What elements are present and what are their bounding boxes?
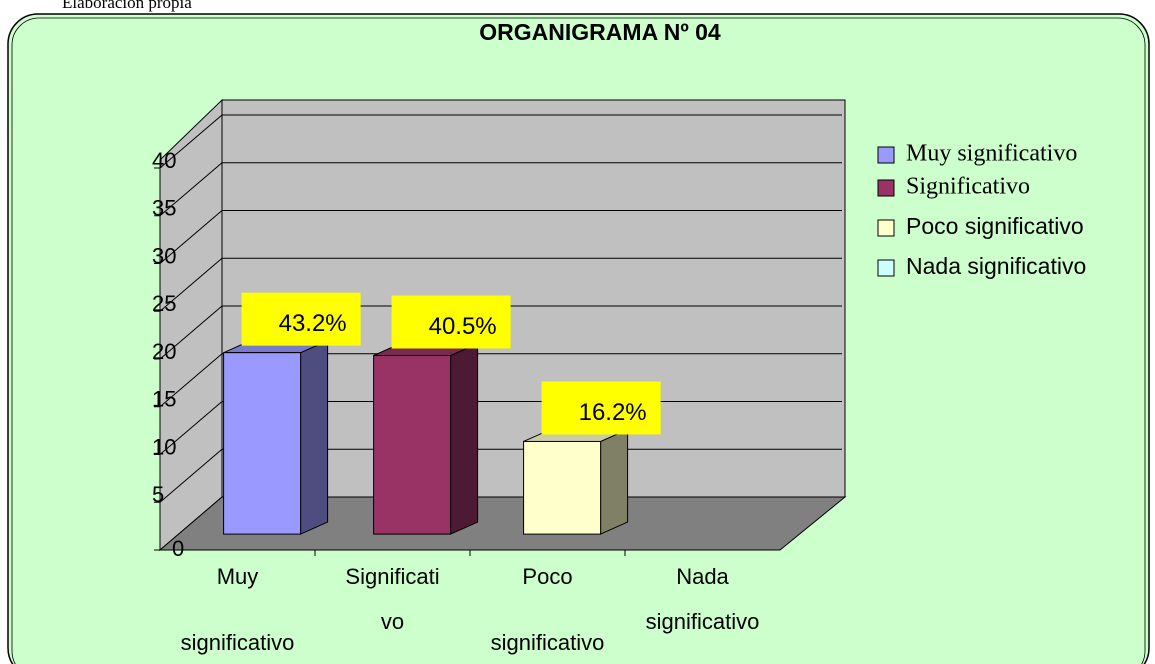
y-tick-label: 20 xyxy=(152,339,176,364)
data-label-box xyxy=(241,292,361,346)
legend-label: Poco significativo xyxy=(906,213,1084,239)
x-tick-label: Poco significativo xyxy=(491,564,605,655)
y-tick-label: 40 xyxy=(152,148,176,173)
data-label-box xyxy=(541,381,661,435)
y-tick-label: 35 xyxy=(152,196,176,221)
x-tick-label-line: Nada xyxy=(676,564,729,589)
bar-side xyxy=(300,339,329,535)
data-label: 16.2% xyxy=(579,399,647,426)
chart-area-inner xyxy=(11,17,1146,664)
bar xyxy=(373,355,452,535)
x-tick-label-line: Poco xyxy=(522,564,572,589)
legend-swatch xyxy=(877,179,895,197)
y-tick-label: 5 xyxy=(152,482,164,507)
data-label: 43.2% xyxy=(279,310,347,337)
legend-swatch xyxy=(877,146,895,164)
legend-label: Nada significativo xyxy=(906,253,1086,279)
x-tick-label-line: Muy xyxy=(217,564,259,589)
x-tick-label-line: significativo xyxy=(491,630,605,655)
data-label-box xyxy=(391,295,511,349)
x-tick-label: Significati vo xyxy=(345,564,439,634)
legend-swatch xyxy=(877,259,895,277)
grid-line xyxy=(159,353,223,408)
x-tick-label: Nada significativo xyxy=(646,564,760,634)
x-tick-label-line: Significati xyxy=(345,564,439,589)
legend-swatch xyxy=(877,219,895,237)
grid-line xyxy=(159,257,223,312)
y-tick-label: 15 xyxy=(152,387,176,412)
grid-line xyxy=(159,305,223,360)
x-tick-label: Muy significativo xyxy=(181,564,295,655)
x-tick-label-line: significativo xyxy=(646,609,760,634)
source-note: Elaboración propia xyxy=(62,0,192,12)
y-tick-label: 25 xyxy=(152,291,176,316)
x-tick-label-line: vo xyxy=(381,609,404,634)
floor xyxy=(158,496,847,551)
grid-line xyxy=(159,114,223,169)
bar xyxy=(223,352,302,535)
legend-label: Muy significativo xyxy=(906,141,1077,167)
grid-line xyxy=(159,401,223,455)
y-tick-label: 10 xyxy=(152,434,176,459)
chart-title: ORGANIGRAMA Nº 04 xyxy=(479,19,721,45)
y-tick-label: 0 xyxy=(172,536,184,561)
y-tick-label: 30 xyxy=(152,243,176,268)
grid-line xyxy=(159,210,223,264)
data-label: 40.5% xyxy=(429,313,497,340)
grid-line xyxy=(159,448,223,503)
grid-line xyxy=(159,162,223,217)
bar-side xyxy=(600,428,629,535)
legend-label: Significativo xyxy=(906,174,1030,200)
bar-side xyxy=(450,342,479,535)
x-tick-label-line: significativo xyxy=(181,630,295,655)
bar xyxy=(523,440,602,535)
